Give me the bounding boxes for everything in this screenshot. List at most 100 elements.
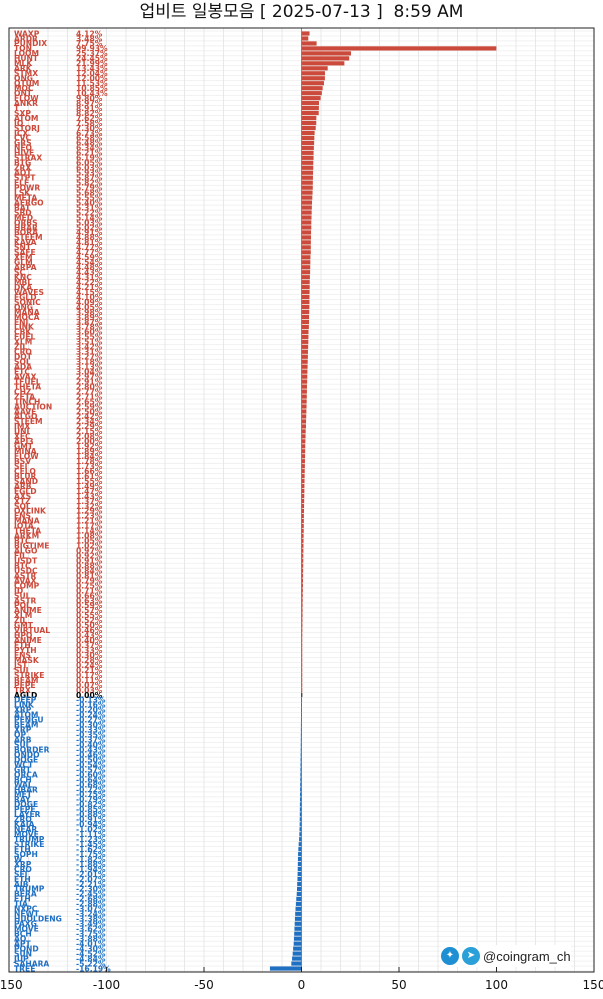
coin-change-label: 1.05% [76, 537, 103, 546]
coin-change-label: 1.23% [76, 512, 103, 521]
coin-name-label: STEEM [14, 233, 43, 242]
bar-eth [298, 847, 302, 852]
coin-name-label: BIGTIME [14, 542, 49, 551]
coin-change-label: 3.89% [76, 313, 103, 322]
bar-zro [299, 817, 302, 822]
coin-name-label: ANIME [14, 636, 42, 645]
coin-name-label: ATOM [14, 711, 38, 720]
coin-name-label: HUOLDENG [14, 915, 62, 924]
bar-tree [269, 966, 302, 971]
coin-change-label: 1.55% [76, 477, 103, 486]
coin-name-label: ETH [14, 641, 31, 650]
coin-change-label: -1.75% [76, 850, 106, 859]
coin-change-label: -1.94% [76, 865, 106, 874]
bar-met [300, 792, 302, 797]
coin-change-label: -0.50% [76, 755, 106, 764]
coin-name-label: XEC [14, 432, 31, 441]
bar-sei [301, 464, 305, 469]
coin-name-label: XTZ [14, 497, 31, 506]
coin-name-label: ETH [14, 875, 31, 884]
coin-name-label: ANIME [14, 606, 42, 615]
bar-agld [301, 692, 303, 698]
bar-arb [300, 737, 302, 742]
coin-change-label: 5.68% [76, 188, 103, 197]
coin-name-label: LSK [14, 188, 31, 197]
coin-change-label: 0.46% [76, 626, 103, 635]
coin-name-label: SUI [14, 741, 29, 750]
bar-cvc [301, 135, 315, 141]
coin-name-label: MBL [14, 278, 32, 287]
coin-change-label: 8.97% [76, 99, 103, 108]
bar-hbar [300, 787, 302, 792]
coin-change-label: -1.45% [76, 840, 106, 849]
bar-stmx [301, 71, 325, 76]
coin-name-label: MANA [14, 308, 40, 317]
coin-name-label: T [14, 104, 20, 113]
coin-name-label: IMX [14, 422, 30, 431]
bar-mlk [301, 61, 345, 66]
coin-change-label: 4.31% [76, 273, 103, 282]
coin-name-label: AAVE [14, 407, 36, 416]
coin-change-label: 3.27% [76, 353, 103, 362]
coin-change-label: 6.19% [76, 154, 103, 163]
coin-name-label: POND [14, 944, 39, 953]
coin-name-label: LINK [14, 701, 35, 710]
coin-change-label: -2.21% [76, 880, 106, 889]
coin-change-label: -2.01% [76, 870, 106, 879]
coin-change-label: 11.53% [76, 79, 108, 88]
coin-name-label: USDT [14, 556, 38, 565]
bar-hpo [301, 633, 303, 638]
bar-ong [301, 76, 325, 81]
bar-newt [295, 911, 302, 916]
coin-name-label: VIRTUAL [14, 626, 50, 635]
bar-virtual [301, 628, 303, 633]
bar-comp [301, 583, 303, 588]
coin-change-label: -3.07% [76, 905, 106, 914]
bar-orbs [301, 220, 312, 225]
coin-name-label: CHZ [14, 387, 32, 396]
bar-storj [301, 125, 316, 131]
coin-name-label: AGLD [14, 691, 37, 700]
coin-name-label: XRP [14, 860, 32, 869]
coin-name-label: TIA [14, 900, 28, 909]
bar-bora [301, 230, 312, 235]
bar-usdc [301, 568, 304, 573]
bar-eth [297, 876, 302, 882]
coin-change-label: 0.79% [76, 576, 103, 585]
coin-change-label: 5.40% [76, 198, 103, 207]
bar-strike [298, 842, 302, 847]
bar-eth [296, 896, 302, 901]
bar-tfuel [301, 379, 308, 384]
coin-name-label: BERA [14, 890, 37, 899]
bar-sxp [301, 110, 319, 116]
bar-med [301, 215, 312, 220]
coin-change-label: -0.60% [76, 770, 106, 779]
coin-name-label: META [14, 193, 37, 202]
coin-change-label: 1.61% [76, 472, 103, 481]
coin-name-label: IQ [14, 119, 24, 128]
coin-change-label: -4.01% [76, 939, 106, 948]
coin-name-label: TFUEL [14, 377, 41, 386]
coin-change-label: 1.43% [76, 492, 103, 501]
bar-ong [301, 304, 310, 310]
coin-change-label: -0.64% [76, 775, 106, 784]
bar-enj [301, 319, 310, 325]
bar-ray [299, 797, 302, 802]
coin-name-label: DOGE [14, 800, 38, 809]
coin-change-label: -0.94% [76, 820, 106, 829]
coin-change-label: 12.04% [76, 69, 108, 78]
bar-doge [299, 802, 302, 807]
coin-change-label: 8.91% [76, 104, 103, 113]
coin-name-label: NXPC [14, 905, 38, 914]
bar-uni [301, 429, 306, 434]
coin-name-label: WAVES [14, 288, 44, 297]
coin-name-label: SOL [14, 502, 31, 511]
bar-arpa [301, 265, 311, 270]
coin-name-label: GMT [14, 621, 34, 630]
coin-name-label: HBAR [14, 223, 38, 232]
bar-theta [301, 528, 304, 533]
coin-name-label: ALGO [14, 412, 38, 421]
coin-change-label: 2.29% [76, 422, 103, 431]
bar-flow [301, 96, 321, 101]
coin-change-label: 5.03% [76, 218, 103, 227]
